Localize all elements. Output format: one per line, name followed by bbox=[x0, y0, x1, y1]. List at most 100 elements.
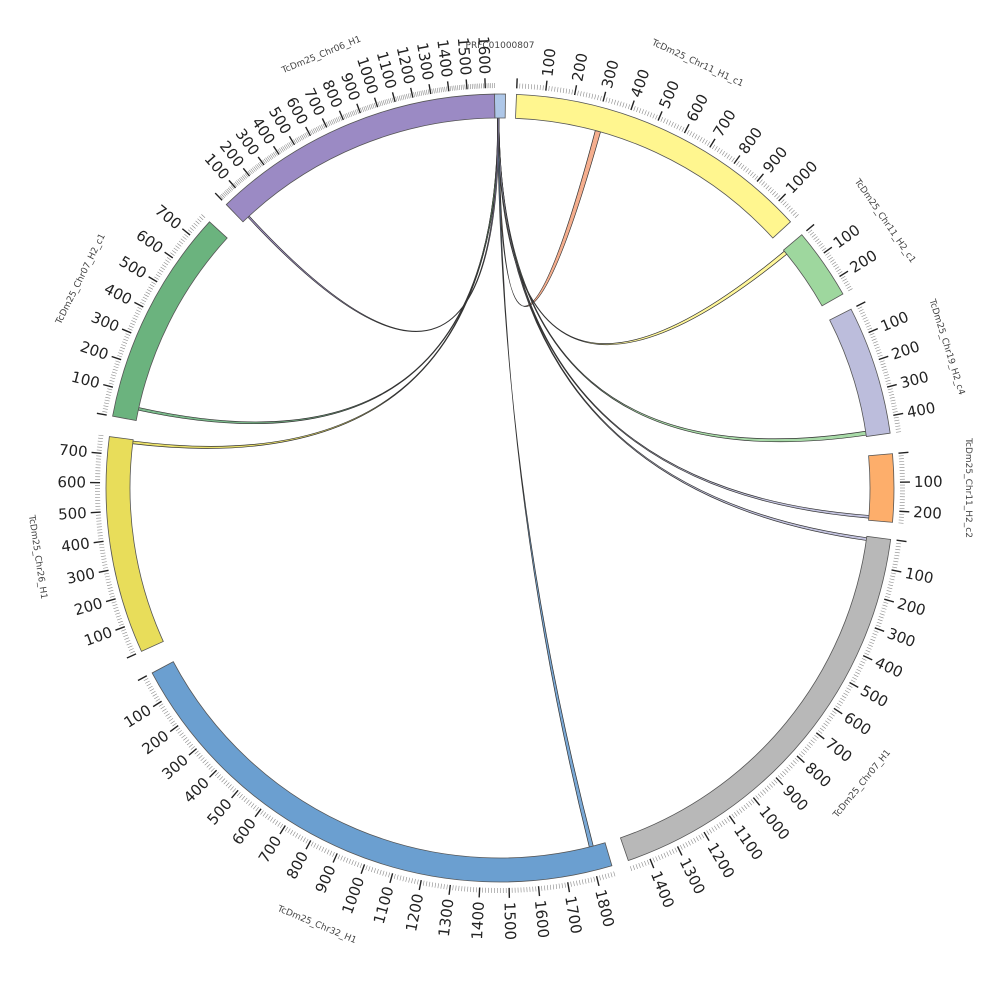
minor-tick bbox=[697, 136, 699, 140]
minor-tick bbox=[781, 200, 785, 204]
minor-tick bbox=[873, 633, 878, 635]
minor-tick bbox=[106, 582, 111, 583]
link-ribbon-4 bbox=[498, 118, 867, 540]
tick-label: 100 bbox=[903, 564, 935, 587]
minor-tick bbox=[290, 830, 293, 834]
major-tick bbox=[429, 84, 431, 94]
minor-tick bbox=[386, 872, 387, 877]
minor-tick bbox=[314, 843, 316, 847]
minor-tick bbox=[746, 168, 749, 172]
minor-tick bbox=[639, 863, 641, 868]
minor-tick bbox=[829, 716, 833, 719]
minor-tick bbox=[874, 631, 879, 633]
minor-tick bbox=[187, 742, 191, 745]
minor-tick bbox=[432, 89, 433, 94]
tick-label: 500 bbox=[655, 78, 683, 111]
minor-tick bbox=[865, 323, 870, 325]
segment-name-label: TcDm25_Chr26_H1 bbox=[26, 514, 49, 600]
minor-tick bbox=[582, 879, 583, 884]
minor-tick bbox=[642, 109, 644, 114]
minor-tick bbox=[782, 771, 786, 775]
minor-tick bbox=[634, 106, 636, 111]
minor-tick bbox=[288, 829, 291, 833]
minor-tick bbox=[605, 874, 606, 879]
minor-tick bbox=[116, 616, 121, 618]
major-tick bbox=[779, 194, 786, 201]
minor-tick bbox=[417, 880, 418, 885]
minor-tick bbox=[100, 550, 105, 551]
minor-tick bbox=[119, 350, 124, 352]
minor-tick bbox=[371, 104, 373, 109]
major-tick bbox=[884, 599, 894, 602]
minor-tick bbox=[184, 234, 188, 237]
minor-tick bbox=[121, 344, 126, 346]
minor-tick bbox=[159, 269, 163, 272]
minor-tick bbox=[134, 315, 139, 317]
minor-tick bbox=[709, 829, 712, 833]
minor-tick bbox=[295, 139, 298, 143]
tick-label: 1200 bbox=[703, 840, 738, 882]
minor-tick bbox=[219, 776, 222, 780]
minor-tick bbox=[143, 297, 147, 299]
tick-label: 1800 bbox=[591, 888, 618, 929]
minor-tick bbox=[549, 86, 550, 91]
minor-tick bbox=[809, 742, 813, 745]
minor-tick bbox=[588, 878, 589, 883]
major-tick bbox=[892, 570, 902, 572]
minor-tick bbox=[717, 824, 720, 828]
minor-tick bbox=[886, 383, 891, 384]
minor-tick bbox=[396, 97, 397, 102]
minor-tick bbox=[421, 91, 422, 96]
tick-label: 200 bbox=[889, 337, 922, 363]
minor-tick bbox=[237, 792, 240, 796]
minor-tick bbox=[789, 208, 793, 211]
minor-tick bbox=[611, 872, 612, 877]
minor-tick bbox=[880, 361, 885, 363]
minor-tick bbox=[417, 92, 418, 97]
minor-tick bbox=[320, 125, 322, 129]
minor-tick bbox=[207, 764, 211, 767]
minor-tick bbox=[889, 582, 894, 583]
minor-tick bbox=[749, 801, 752, 805]
minor-tick bbox=[661, 854, 663, 859]
minor-tick bbox=[780, 773, 784, 777]
minor-tick bbox=[577, 91, 578, 96]
minor-tick bbox=[452, 86, 453, 91]
minor-tick bbox=[892, 567, 897, 568]
minor-tick bbox=[101, 559, 106, 560]
minor-tick bbox=[614, 872, 615, 877]
minor-tick bbox=[842, 696, 846, 699]
minor-tick bbox=[886, 380, 891, 381]
minor-tick bbox=[161, 267, 165, 270]
minor-tick bbox=[574, 881, 575, 886]
major-tick bbox=[575, 85, 577, 95]
minor-tick bbox=[894, 558, 899, 559]
minor-tick bbox=[769, 784, 772, 788]
minor-tick bbox=[293, 832, 296, 836]
minor-tick bbox=[873, 341, 878, 343]
minor-tick bbox=[166, 714, 170, 717]
minor-tick bbox=[890, 397, 895, 398]
minor-tick bbox=[724, 153, 727, 157]
minor-tick bbox=[406, 877, 407, 882]
minor-tick bbox=[586, 92, 587, 97]
minor-tick bbox=[791, 763, 795, 766]
minor-tick bbox=[647, 860, 649, 865]
minor-tick bbox=[871, 336, 876, 338]
minor-tick bbox=[688, 841, 690, 845]
minor-tick bbox=[127, 643, 132, 645]
minor-tick bbox=[343, 857, 345, 862]
link-ribbon-0 bbox=[498, 118, 601, 307]
minor-tick bbox=[403, 95, 404, 100]
minor-tick bbox=[585, 879, 586, 884]
major-tick bbox=[122, 329, 131, 333]
minor-tick bbox=[419, 91, 420, 96]
minor-tick bbox=[746, 803, 749, 807]
minor-tick bbox=[891, 573, 896, 574]
minor-tick bbox=[831, 713, 835, 716]
minor-tick bbox=[428, 89, 429, 94]
minor-tick bbox=[109, 383, 114, 384]
minor-tick bbox=[742, 807, 745, 811]
